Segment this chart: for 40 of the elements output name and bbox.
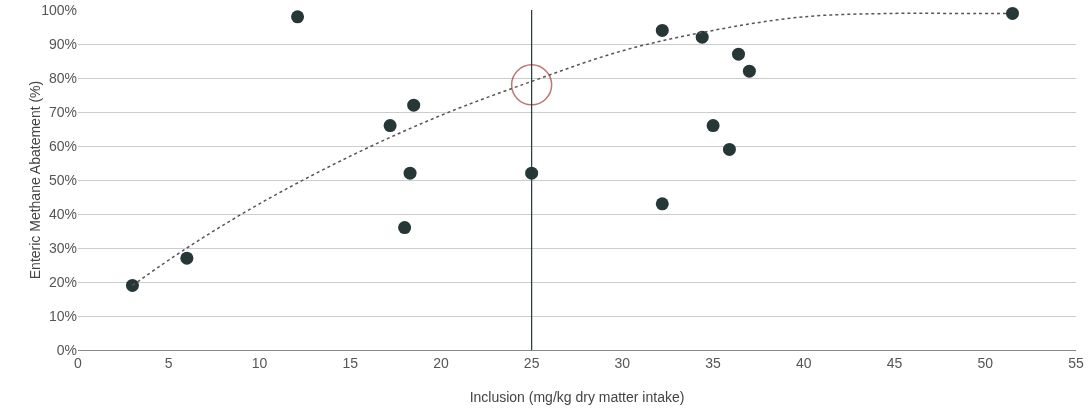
x-axis-title: Inclusion (mg/kg dry matter intake): [469, 389, 685, 406]
point: [706, 119, 720, 133]
x-tick-label: 40: [796, 354, 812, 371]
point: [722, 142, 736, 156]
y-tick-label: 50%: [48, 171, 77, 188]
point: [291, 10, 305, 24]
y-tick-label: 100%: [41, 1, 77, 18]
y-tick-label: 90%: [48, 35, 77, 52]
point: [180, 251, 194, 265]
point: [1006, 6, 1019, 20]
y-tick-label: 0%: [56, 341, 77, 358]
x-tick-label: 20: [433, 354, 449, 371]
point: [695, 30, 709, 44]
x-tick-label: 30: [614, 354, 631, 371]
x-tick-label: 0: [74, 354, 83, 371]
x-tick-label: 50: [977, 354, 994, 371]
y-tick-label: 60%: [48, 137, 77, 154]
point: [655, 23, 669, 37]
x-tick-label: 10: [251, 354, 268, 371]
point: [655, 197, 669, 211]
x-tick-label: 5: [164, 354, 173, 371]
point: [407, 98, 421, 112]
x-tick-label: 35: [705, 354, 722, 371]
point: [742, 64, 756, 78]
y-tick-label: 40%: [48, 205, 77, 222]
x-tick-label: 25: [523, 354, 540, 371]
y-tick-label: 70%: [48, 103, 77, 120]
y-tick-label: 10%: [48, 307, 77, 324]
point: [398, 221, 412, 235]
y-tick-label: 80%: [48, 69, 77, 86]
point: [125, 278, 139, 292]
x-tick-label: 55: [1068, 354, 1084, 371]
x-tick-label: 15: [342, 354, 359, 371]
y-axis-title: Enteric Methane Abatement (%): [27, 80, 43, 280]
point: [403, 166, 417, 180]
y-tick-label: 30%: [48, 239, 77, 256]
point: [732, 47, 745, 61]
x-tick-label: 45: [886, 354, 903, 371]
y-tick-label: 20%: [48, 273, 77, 290]
point: [383, 119, 397, 133]
